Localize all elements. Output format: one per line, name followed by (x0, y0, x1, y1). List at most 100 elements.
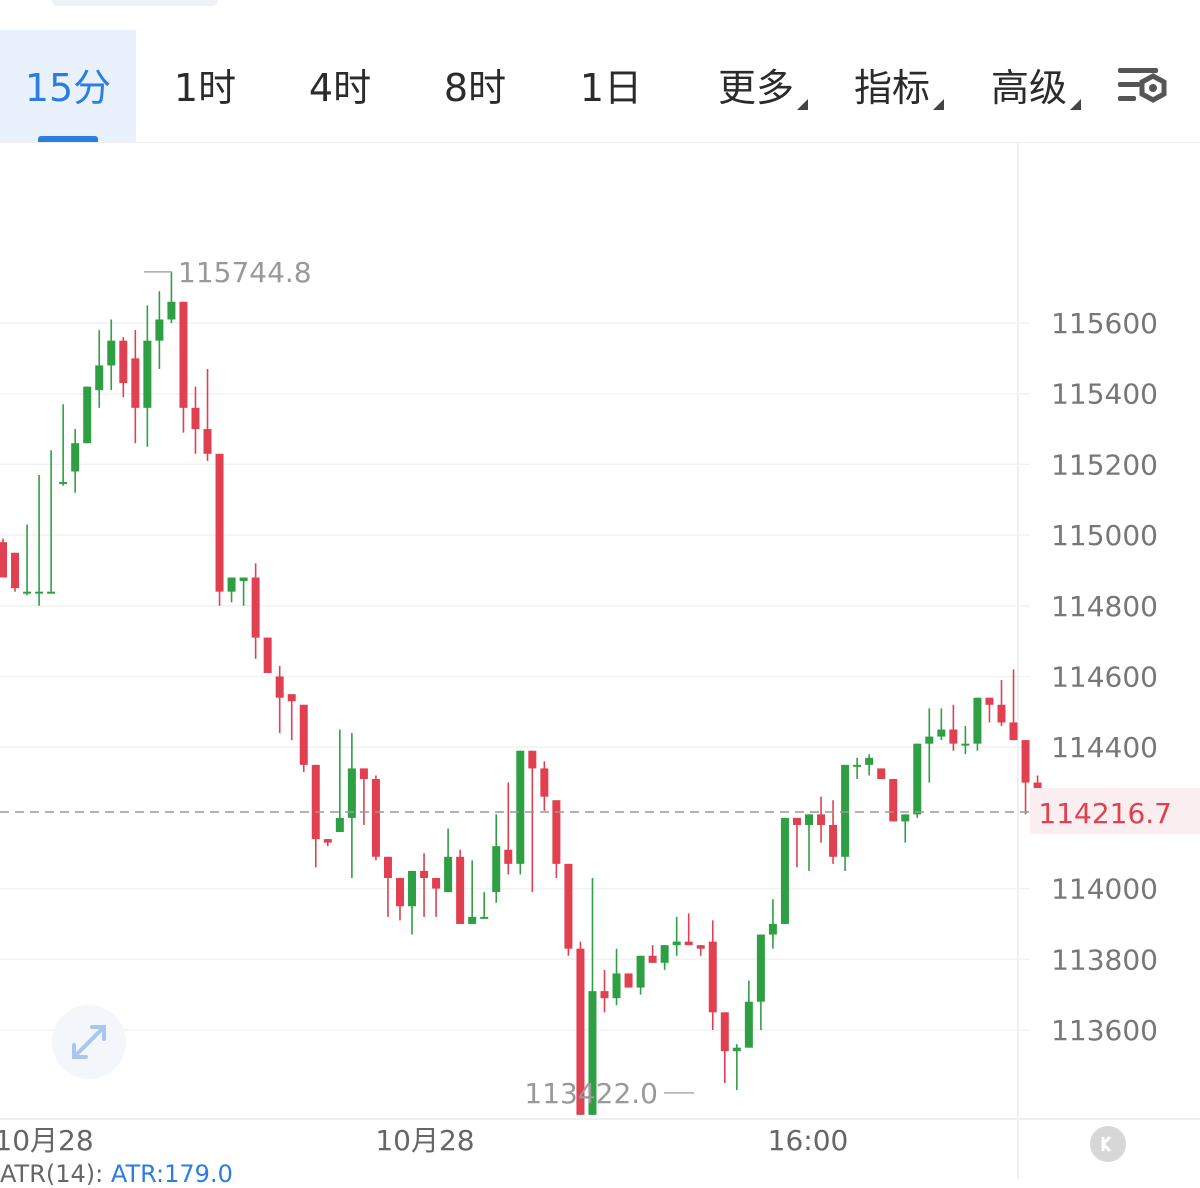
y-tick-label: 115000 (1051, 519, 1158, 552)
candle-body (420, 870, 429, 878)
chart-settings-icon[interactable] (1112, 30, 1172, 142)
tab-1h[interactable]: 1时 (150, 30, 260, 142)
candle-body (985, 697, 994, 705)
tab-indicators[interactable]: 指标 (836, 30, 948, 142)
y-tick-label: 113800 (1051, 943, 1158, 976)
y-tick-label: 114000 (1051, 873, 1158, 906)
candle-body (251, 577, 260, 638)
candle-body (853, 764, 862, 767)
last-price-label: 114216.7 (1038, 797, 1172, 830)
candle-body (59, 482, 68, 485)
candle-body (456, 856, 465, 924)
tab-active-indicator (38, 136, 98, 142)
candle-body (83, 386, 92, 444)
price-chart[interactable]: 115600 115400 115200 115000 114800 114600 1144… (0, 143, 1200, 1178)
candle-body (817, 814, 826, 825)
candle-body (143, 340, 152, 408)
candle-body (552, 800, 561, 864)
candle-body (805, 814, 814, 825)
y-tick-label: 115400 (1051, 378, 1158, 411)
candle-body (335, 817, 344, 833)
candle-body (480, 916, 489, 919)
candle-body (540, 768, 549, 797)
y-tick-label: 115600 (1051, 307, 1158, 340)
candle-body (564, 863, 573, 949)
candle-body (468, 916, 477, 924)
candle-body (612, 973, 621, 999)
x-tick-label: 10月28 (375, 1124, 474, 1157)
timeframe-tabbar: 15分 1时 4时 8时 1日 更多 指标 高级 (0, 30, 1200, 142)
candle-body (973, 697, 982, 744)
candle-body (732, 1047, 741, 1052)
candle-body (504, 849, 513, 864)
candle-body (263, 637, 272, 673)
candle-body (841, 764, 850, 857)
tab-15m[interactable]: 15分 (0, 30, 136, 142)
candle-body (311, 764, 320, 840)
candle-body (239, 577, 248, 582)
candle-body (11, 552, 20, 589)
candle-body (395, 877, 404, 907)
high-price-label: 115744.8 (178, 256, 312, 289)
candle-body (660, 945, 669, 963)
tab-8h-label: 8时 (443, 66, 507, 110)
scroll-to-latest-button[interactable] (1090, 1126, 1126, 1162)
candle-body (107, 340, 116, 366)
tab-4h[interactable]: 4时 (285, 30, 395, 142)
candle-body (792, 817, 801, 825)
candle-body (347, 768, 356, 818)
candle-body (889, 779, 898, 822)
candle-body (191, 407, 200, 430)
candle-body (215, 453, 224, 592)
candle-body (0, 542, 7, 578)
atr-label: ATR(14): (0, 1160, 104, 1188)
tab-4h-label: 4时 (308, 66, 372, 110)
y-tick-label: 113600 (1051, 1014, 1158, 1047)
candle-body (588, 991, 597, 1115)
k-icon (1100, 1135, 1112, 1153)
candle-body (696, 945, 705, 949)
indicators-dropdown-icon (933, 99, 944, 110)
tab-indicators-label: 指标 (853, 66, 930, 110)
tab-1h-label: 1时 (173, 66, 237, 110)
y-tick-label: 114400 (1051, 731, 1158, 764)
fullscreen-button[interactable] (52, 1005, 126, 1079)
candle-body (23, 591, 32, 594)
candle-body (444, 856, 453, 893)
tab-8h[interactable]: 8时 (420, 30, 530, 142)
atr-value: ATR:179.0 (110, 1160, 233, 1188)
tab-more[interactable]: 更多 (700, 30, 812, 142)
tab-more-label: 更多 (717, 66, 794, 110)
tabbar-divider (0, 142, 1200, 143)
tab-advanced[interactable]: 高级 (973, 30, 1085, 142)
advanced-dropdown-icon (1070, 99, 1081, 110)
candle-body (756, 934, 765, 1002)
tab-advanced-label: 高级 (990, 66, 1067, 110)
candle-body (648, 955, 657, 963)
candle-body (371, 779, 380, 857)
candle-body (323, 839, 332, 843)
last-price-tag (1030, 787, 1200, 834)
y-tick-label: 115200 (1051, 448, 1158, 481)
y-tick-label: 114800 (1051, 590, 1158, 623)
candle-body (684, 941, 693, 946)
candle-body (492, 846, 501, 893)
candle-body (744, 1001, 753, 1048)
candle-body (47, 591, 56, 594)
candle-body (383, 856, 392, 878)
candle-body (829, 824, 838, 857)
y-tick-label: 114600 (1051, 661, 1158, 694)
candle-body (901, 814, 910, 822)
candle-body (179, 301, 188, 408)
tab-1d[interactable]: 1日 (556, 30, 666, 142)
candle-body (71, 443, 80, 472)
candle-body (516, 750, 525, 864)
candle-body (720, 1012, 729, 1052)
x-tick-label: 10月28 (0, 1124, 94, 1157)
candle-body (359, 768, 368, 780)
candle-body (997, 704, 1006, 723)
candle-body (1009, 722, 1018, 741)
top-handle (52, 0, 218, 6)
candle-body (95, 365, 104, 391)
candle-body (768, 923, 777, 935)
